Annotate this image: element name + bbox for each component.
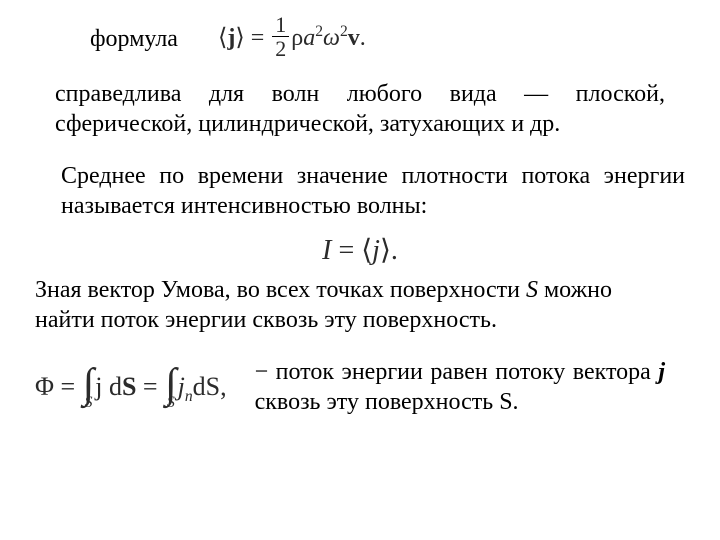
frac-den: 2 — [272, 37, 289, 61]
integral-2: ∫S — [165, 367, 177, 407]
sym-Phi: Φ — [35, 372, 54, 401]
frac-half: 12 — [272, 14, 289, 61]
sym-j-2: j — [372, 235, 380, 266]
page: формула ⟨j⟩ = 12ρa2ω2v. справедлива для … — [0, 0, 720, 540]
eq-sign-3: = — [54, 372, 82, 401]
flux-text-b: сквозь эту поверхность S. — [255, 389, 519, 415]
sym-dS-2: dS — [193, 372, 220, 401]
frac-num: 1 — [272, 14, 289, 37]
sym-dS-1: dS — [102, 372, 136, 401]
flux-text-a: − поток энергии равен потоку вектора — [255, 359, 659, 385]
para-intensity-def: Среднее по времени значение плотности по… — [61, 161, 685, 221]
sym-omega: ω — [323, 25, 340, 51]
formula-flux: Φ = ∫Sj dS = ∫SjndS, — [35, 367, 227, 407]
angle-close: ⟩ — [235, 25, 244, 51]
sym-j-4: j — [178, 372, 185, 401]
formula-intensity: I = ⟨j⟩. — [55, 233, 665, 267]
angle-close-2: ⟩. — [380, 235, 398, 266]
sym-a: a — [303, 25, 315, 51]
row-flux: Φ = ∫Sj dS = ∫SjndS, − поток энергии рав… — [35, 357, 665, 417]
eq-sign-2: = — [331, 235, 361, 266]
angle-open-2: ⟨ — [361, 235, 372, 266]
sup-2w: 2 — [340, 23, 348, 40]
dot: . — [360, 25, 366, 51]
para-umov: Зная вектор Умова, во всех точках поверх… — [35, 275, 665, 335]
flux-text-j: j — [658, 359, 665, 385]
sym-rho: ρ — [291, 25, 303, 51]
label-formula: формула — [90, 26, 178, 53]
comma: , — [220, 372, 227, 401]
flux-explanation: − поток энергии равен потоку вектора j с… — [255, 357, 665, 417]
sup-2a: 2 — [315, 23, 323, 40]
para-umov-a: Зная вектор Умова, во всех точках поверх… — [35, 277, 526, 303]
sym-v: v — [348, 25, 360, 51]
formula-j-mean: ⟨j⟩ = 12ρa2ω2v. — [218, 16, 366, 63]
sym-S: S — [526, 277, 538, 303]
angle-open: ⟨ — [218, 25, 227, 51]
para-valid-for-waves: справедлива для волн любого вида — плоск… — [55, 79, 665, 139]
integral-1: ∫S — [83, 367, 95, 407]
sub-n: n — [185, 388, 193, 405]
eq-sign: = — [245, 25, 271, 51]
eq-sign-4: = — [136, 372, 164, 401]
row-formula-label: формула ⟨j⟩ = 12ρa2ω2v. — [90, 16, 665, 63]
